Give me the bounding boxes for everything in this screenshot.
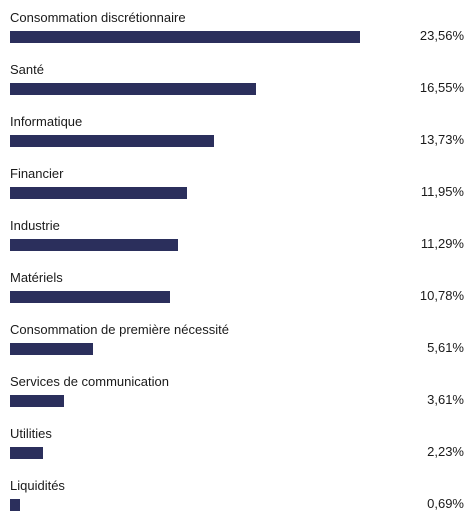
value-label: 10,78% <box>419 288 464 303</box>
bar-row: Utilities 2,23% <box>0 426 466 478</box>
category-label: Liquidités <box>10 478 65 493</box>
bar <box>10 135 214 147</box>
bar <box>10 343 94 355</box>
bar-row: Santé 16,55% <box>0 62 466 114</box>
bar <box>10 499 21 511</box>
bar <box>10 83 256 95</box>
bar <box>10 447 44 459</box>
category-label: Services de communication <box>10 374 169 389</box>
bar-row: Services de communication 3,61% <box>0 374 466 426</box>
category-label: Matériels <box>10 270 63 285</box>
category-label: Consommation discrétionnaire <box>10 10 186 25</box>
bar <box>10 395 64 407</box>
value-label: 16,55% <box>419 80 464 95</box>
value-label: 2,23% <box>427 444 464 459</box>
value-label: 0,69% <box>427 496 464 511</box>
value-label: 23,56% <box>419 28 464 43</box>
value-label: 13,73% <box>419 132 464 147</box>
bar-row: Informatique 13,73% <box>0 114 466 166</box>
category-label: Consommation de première nécessité <box>10 322 229 337</box>
bar-row: Matériels 10,78% <box>0 270 466 322</box>
bar <box>10 31 360 43</box>
bar-row: Liquidités 0,69% <box>0 478 466 530</box>
bar <box>10 239 178 251</box>
value-label: 11,95% <box>420 184 464 199</box>
bar <box>10 187 188 199</box>
category-label: Utilities <box>10 426 52 441</box>
bar <box>10 291 171 303</box>
category-label: Financier <box>10 166 64 181</box>
bar-row: Consommation de première nécessité 5,61% <box>0 322 466 374</box>
bar-row: Industrie 11,29% <box>0 218 466 270</box>
sector-allocation-chart: Consommation discrétionnaire 23,56% Santé 1… <box>0 10 466 511</box>
category-label: Industrie <box>10 218 60 233</box>
category-label: Santé <box>10 62 44 77</box>
value-label: 11,29% <box>420 236 464 251</box>
bar-row: Consommation discrétionnaire 23,56% <box>0 10 466 62</box>
category-label: Informatique <box>10 114 83 129</box>
bar-row: Financier 11,95% <box>0 166 466 218</box>
value-label: 3,61% <box>427 392 464 407</box>
value-label: 5,61% <box>427 340 464 355</box>
